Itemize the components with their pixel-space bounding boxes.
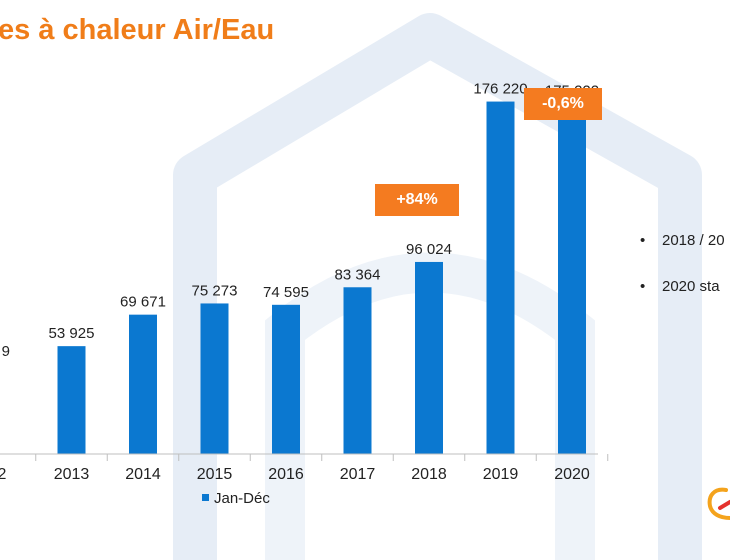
legend-label: Jan-Déc bbox=[214, 490, 270, 507]
growth-callout-2018: +84% bbox=[375, 184, 459, 216]
slide-title: es à chaleur Air/Eau bbox=[0, 14, 275, 46]
value-label-2: 9 bbox=[2, 343, 10, 360]
bar-2017 bbox=[343, 287, 372, 454]
growth-callout-2020: -0,6% bbox=[524, 88, 602, 120]
value-label-2018: 96 024 bbox=[406, 241, 452, 258]
value-label-2015: 75 273 bbox=[192, 282, 238, 299]
bars-group bbox=[57, 101, 586, 454]
value-label-2016: 74 595 bbox=[263, 284, 309, 301]
value-label-2019: 176 220 bbox=[473, 81, 527, 98]
category-labels-group: 2 2013 2014 2015 2016 2017 2018 2019 2020 bbox=[0, 466, 590, 483]
category-label-2013: 2013 bbox=[54, 466, 90, 483]
value-label-2014: 69 671 bbox=[120, 294, 166, 311]
value-label-2017: 83 364 bbox=[335, 266, 381, 283]
category-label-2018: 2018 bbox=[411, 466, 447, 483]
bullet-item: • 2020 sta bbox=[640, 278, 720, 295]
bar-2013 bbox=[57, 346, 86, 454]
category-label-2017: 2017 bbox=[340, 466, 376, 483]
bullet-text: 2020 sta bbox=[662, 278, 720, 295]
value-labels-group: 9 53 925 69 671 75 273 74 595 83 364 96 024 176… bbox=[2, 81, 599, 360]
bullet-text: 2018 / 20 bbox=[662, 232, 725, 249]
value-label-2013: 53 925 bbox=[49, 325, 95, 342]
bar-2019 bbox=[486, 101, 515, 454]
legend-swatch bbox=[202, 494, 209, 501]
bar-2020 bbox=[558, 103, 586, 454]
category-label-2014: 2014 bbox=[125, 466, 161, 483]
category-label-2020: 2020 bbox=[554, 466, 590, 483]
bar-2015 bbox=[200, 303, 229, 454]
category-label-2016: 2016 bbox=[268, 466, 304, 483]
bar-2016 bbox=[272, 304, 300, 454]
category-label-2019: 2019 bbox=[483, 466, 519, 483]
bullet-item: • 2018 / 20 bbox=[640, 232, 725, 249]
category-label-2: 2 bbox=[0, 466, 7, 483]
bar-2018 bbox=[415, 261, 443, 454]
bullet-dot: • bbox=[640, 278, 646, 295]
category-label-2015: 2015 bbox=[197, 466, 233, 483]
bullet-dot: • bbox=[640, 232, 646, 249]
brand-logo-icon bbox=[707, 487, 730, 520]
bar-2014 bbox=[129, 314, 157, 454]
x-ticks-group bbox=[35, 454, 609, 461]
